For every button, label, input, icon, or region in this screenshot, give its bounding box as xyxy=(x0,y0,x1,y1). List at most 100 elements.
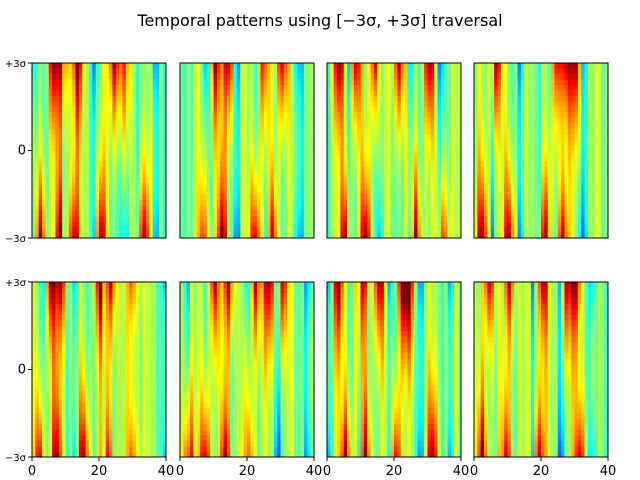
heatmap-cell xyxy=(347,221,351,228)
heatmap-cell xyxy=(544,161,548,168)
heatmap-cell xyxy=(507,145,512,151)
heatmap-cell xyxy=(530,199,535,206)
heatmap-cell xyxy=(434,63,438,69)
heatmap-cell xyxy=(434,194,438,201)
heatmap-cell xyxy=(213,210,218,217)
heatmap-cell xyxy=(350,155,355,162)
heatmap-cell xyxy=(510,112,515,118)
heatmap-cell xyxy=(35,134,39,140)
heatmap-cell xyxy=(577,128,582,135)
heatmap-cell xyxy=(340,79,345,86)
heatmap-cell xyxy=(125,112,130,118)
heatmap-cell xyxy=(270,210,275,217)
heatmap-cell xyxy=(105,106,110,113)
heatmap-cell xyxy=(297,106,301,113)
heatmap-cell xyxy=(537,177,542,184)
heatmap-cell xyxy=(75,166,80,173)
heatmap-cell xyxy=(125,166,130,173)
heatmap-cell xyxy=(250,166,254,173)
heatmap-cell xyxy=(490,166,495,173)
heatmap-cell xyxy=(410,161,415,168)
heatmap-cell xyxy=(574,216,579,222)
heatmap-cell xyxy=(407,188,412,195)
heatmap-cell xyxy=(38,161,43,168)
heatmap-cell xyxy=(487,128,492,135)
heatmap-cell xyxy=(155,84,160,91)
heatmap-cell xyxy=(520,216,525,222)
heatmap-cell xyxy=(337,117,341,124)
heatmap-cell xyxy=(283,199,288,206)
heatmap-cell xyxy=(32,221,36,228)
heatmap-cell xyxy=(494,73,498,80)
heatmap-cell xyxy=(407,210,412,217)
heatmap-cell xyxy=(283,101,288,108)
heatmap-cell xyxy=(290,232,295,239)
heatmap-cell xyxy=(105,183,110,190)
heatmap-cell xyxy=(263,210,268,217)
heatmap-cell xyxy=(330,68,334,75)
heatmap-cell xyxy=(410,134,415,140)
heatmap-cell xyxy=(517,199,522,206)
heatmap-cell xyxy=(577,90,582,97)
heatmap-cell xyxy=(504,227,508,233)
heatmap-cell xyxy=(129,177,133,184)
heatmap-cell xyxy=(270,188,275,195)
heatmap-cell xyxy=(494,117,498,124)
heatmap-cell xyxy=(203,194,208,201)
heatmap-cell xyxy=(155,188,160,195)
heatmap-cell xyxy=(554,183,559,190)
heatmap-cell xyxy=(65,101,70,108)
heatmap-cell xyxy=(377,199,381,206)
heatmap-cell xyxy=(42,63,46,69)
heatmap-cell xyxy=(390,112,395,118)
heatmap-cell xyxy=(48,139,53,146)
heatmap-cell xyxy=(353,123,358,129)
heatmap-cell xyxy=(370,139,375,146)
heatmap-cell xyxy=(554,194,559,201)
heatmap-cell xyxy=(283,112,288,118)
heatmap-cell xyxy=(500,232,505,239)
heatmap-cell xyxy=(514,73,518,80)
heatmap-cell xyxy=(557,84,562,91)
heatmap-cell xyxy=(303,79,308,86)
heatmap-cell xyxy=(530,177,535,184)
heatmap-cell xyxy=(290,84,295,91)
heatmap-cell xyxy=(373,139,378,146)
heatmap-cell xyxy=(484,172,488,179)
heatmap-cell xyxy=(180,117,184,124)
heatmap-cell xyxy=(290,79,295,86)
heatmap-cell xyxy=(32,128,36,135)
heatmap-cell xyxy=(142,232,147,239)
heatmap-cell xyxy=(52,145,56,151)
heatmap-cell xyxy=(360,161,365,168)
heatmap-cell xyxy=(357,232,361,239)
heatmap-cell xyxy=(367,227,371,233)
heatmap-cell xyxy=(567,68,572,75)
heatmap-cell xyxy=(410,194,415,201)
heatmap-cell xyxy=(270,90,275,97)
heatmap-cell xyxy=(45,68,50,75)
heatmap-cell xyxy=(250,79,254,86)
heatmap-cell xyxy=(48,172,53,179)
heatmap-cell xyxy=(216,194,221,201)
heatmap-cell xyxy=(567,161,572,168)
heatmap-cell xyxy=(115,95,120,102)
heatmap-cell xyxy=(155,216,160,222)
heatmap-cell xyxy=(193,117,198,124)
heatmap-cell xyxy=(400,183,405,190)
heatmap-cell xyxy=(454,161,458,168)
heatmap-cell xyxy=(145,90,150,97)
heatmap-cell xyxy=(300,232,305,239)
heatmap-cell xyxy=(380,150,385,157)
heatmap-cell xyxy=(193,188,198,195)
heatmap-cell xyxy=(581,210,585,217)
heatmap-cell xyxy=(277,150,281,157)
heatmap-cell xyxy=(58,106,63,113)
heatmap-cell xyxy=(99,139,103,146)
heatmap-cell xyxy=(337,155,341,162)
heatmap-cell xyxy=(102,79,106,86)
heatmap-cell xyxy=(574,90,579,97)
heatmap-cell xyxy=(420,95,425,102)
heatmap-cell xyxy=(297,134,301,140)
heatmap-cell xyxy=(68,183,73,190)
